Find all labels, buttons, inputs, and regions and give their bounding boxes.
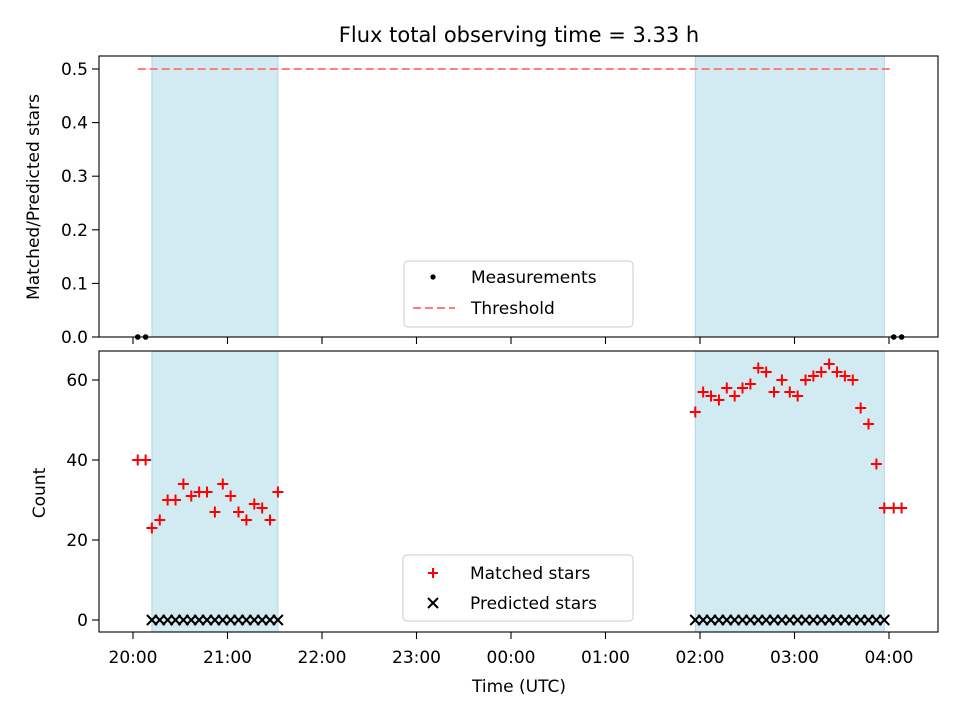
matched-star-point <box>233 506 245 518</box>
x-tick-label: 20:00 <box>109 648 158 668</box>
matched-star-point <box>201 486 213 498</box>
legend-matched-label: Matched stars <box>470 564 590 584</box>
top-legend-box <box>403 260 634 328</box>
top-x-ticks <box>132 337 890 344</box>
matched-star-point <box>744 378 756 390</box>
matched-star-point <box>768 386 780 398</box>
x-tick-label: 01:00 <box>581 648 630 668</box>
y-tick-label: 0.0 <box>61 328 88 348</box>
matched-stars-points <box>132 358 908 534</box>
y-tick-label: 0 <box>77 611 88 631</box>
legend-predicted-label: Predicted stars <box>470 594 597 614</box>
shaded-interval-1 <box>694 55 885 338</box>
matched-star-point <box>705 390 717 402</box>
matched-star-point <box>170 494 182 506</box>
bottom-legend-box <box>402 554 634 622</box>
matched-star-point <box>146 522 158 534</box>
legend-matched-marker <box>428 568 438 578</box>
top-axes-frame <box>98 55 939 338</box>
x-tick-label: 23:00 <box>392 648 441 668</box>
matched-star-point <box>878 502 890 514</box>
top-panel: 0.0 0.1 0.2 0.3 0.4 0.5 Matched/Predicted sta… <box>24 55 939 348</box>
matched-star-point <box>713 394 725 406</box>
matched-star-point <box>784 386 796 398</box>
x-tick-label: 21:00 <box>203 648 252 668</box>
matched-star-point <box>225 490 237 502</box>
top-y-ticks: 0.0 0.1 0.2 0.3 0.4 0.5 <box>61 60 99 348</box>
matched-star-point <box>689 406 701 418</box>
matched-star-point <box>839 370 851 382</box>
top-legend: Measurements Threshold <box>403 260 634 328</box>
matched-star-point <box>140 454 152 466</box>
matched-star-point <box>831 366 843 378</box>
shaded-interval-0 <box>151 55 279 338</box>
matched-star-point <box>729 390 741 402</box>
predicted-star-point <box>878 614 890 626</box>
matched-star-point <box>870 458 882 470</box>
predicted-stars-points <box>146 614 890 626</box>
matched-star-point <box>847 374 859 386</box>
matched-star-point <box>272 486 284 498</box>
y-tick-label: 0.3 <box>61 167 88 187</box>
matched-star-point <box>792 390 804 402</box>
bottom-y-axis-label: Count <box>30 467 50 518</box>
legend-predicted-marker <box>427 597 439 609</box>
matched-star-point <box>863 418 875 430</box>
legend-threshold-label: Threshold <box>470 299 555 319</box>
x-tick-label: 22:00 <box>298 648 347 668</box>
matched-star-point <box>185 490 197 502</box>
bottom-legend: Matched stars Predicted stars <box>402 554 634 622</box>
bottom-panel: 0 20 40 60 20:00 21:00 22:00 23:00 00:00 01:00 02… <box>30 350 939 697</box>
matched-star-point <box>896 502 908 514</box>
y-tick-label: 60 <box>66 371 88 391</box>
matched-star-point <box>721 382 733 394</box>
y-tick-label: 40 <box>66 451 88 471</box>
legend-measurements-marker <box>430 274 436 280</box>
x-axis-label: Time (UTC) <box>471 677 566 697</box>
y-tick-label: 0.5 <box>61 60 88 80</box>
matched-star-point <box>264 514 276 526</box>
matched-star-point <box>248 498 260 510</box>
y-tick-label: 0.1 <box>61 274 88 294</box>
x-tick-label: 03:00 <box>770 648 819 668</box>
matched-star-point <box>800 374 812 386</box>
bottom-x-ticks: 20:00 21:00 22:00 23:00 00:00 01:00 02:00 03:00… <box>109 632 914 668</box>
chart-title: Flux total observing time = 3.33 h <box>339 23 699 47</box>
bottom-axes-frame <box>98 350 939 633</box>
predicted-star-point <box>272 614 284 626</box>
bottom-y-ticks: 0 20 40 60 <box>66 371 99 631</box>
matched-star-point <box>177 478 189 490</box>
y-tick-label: 0.4 <box>61 114 88 134</box>
matched-star-point <box>815 366 827 378</box>
matched-star-point <box>697 386 709 398</box>
matched-star-point <box>217 478 229 490</box>
top-y-axis-label: Matched/Predicted stars <box>24 94 44 300</box>
matched-star-point <box>154 514 166 526</box>
y-tick-label: 0.2 <box>61 221 88 241</box>
bottom-shaded-intervals <box>151 350 885 633</box>
matched-star-point <box>807 370 819 382</box>
top-shaded-intervals <box>151 55 885 338</box>
matched-star-point <box>737 382 749 394</box>
shaded-interval-0 <box>151 350 279 633</box>
matched-star-point <box>209 506 221 518</box>
x-tick-label: 04:00 <box>865 648 914 668</box>
legend-measurements-label: Measurements <box>471 268 597 288</box>
x-tick-label: 02:00 <box>676 648 725 668</box>
matched-star-point <box>760 366 772 378</box>
matched-star-point <box>823 358 835 370</box>
shaded-interval-1 <box>694 350 885 633</box>
matched-star-point <box>752 362 764 374</box>
x-tick-label: 00:00 <box>487 648 536 668</box>
matched-star-point <box>855 402 867 414</box>
matched-star-point <box>240 514 252 526</box>
y-tick-label: 20 <box>66 531 88 551</box>
matched-star-point <box>256 502 268 514</box>
matched-star-point <box>776 374 788 386</box>
